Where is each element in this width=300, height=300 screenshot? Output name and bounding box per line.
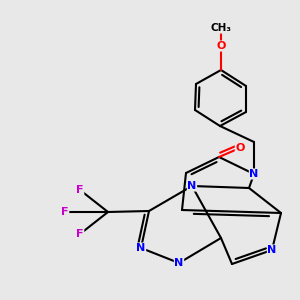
Text: F: F [61, 207, 69, 217]
Text: O: O [216, 41, 226, 51]
Text: F: F [76, 229, 84, 239]
Text: N: N [188, 181, 196, 191]
Text: N: N [174, 258, 184, 268]
Text: O: O [235, 143, 245, 153]
Text: N: N [136, 243, 146, 253]
Text: F: F [76, 185, 84, 195]
Text: N: N [249, 169, 259, 179]
Text: CH₃: CH₃ [211, 23, 232, 33]
Text: N: N [267, 245, 277, 255]
